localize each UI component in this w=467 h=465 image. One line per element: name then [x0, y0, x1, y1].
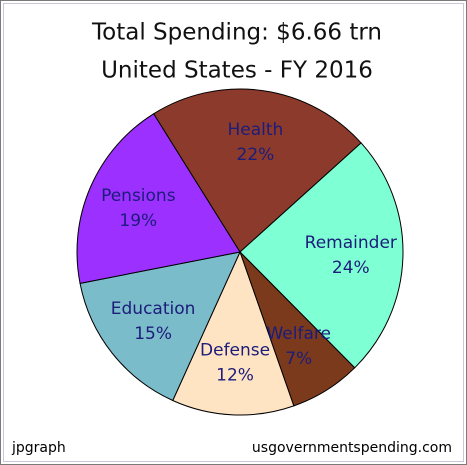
value-label: 22% [237, 145, 275, 165]
pie-slice [76, 113, 241, 284]
slice-label: Welfare [266, 324, 330, 344]
pie-slice [239, 142, 404, 369]
footer-left: jpgraph [11, 440, 66, 456]
value-label: 19% [119, 211, 157, 231]
value-label: 24% [332, 258, 370, 278]
slice-label: Education [111, 299, 196, 319]
pie-slice [152, 88, 362, 253]
slice-label: Pensions [101, 186, 176, 206]
chart-subtitle: United States - FY 2016 [101, 58, 373, 84]
pie: Health 22% Remainder 24% Welfare 7% Defense 12%… [76, 88, 404, 416]
slice-label: Remainder [305, 233, 397, 253]
slice-label: Health [228, 120, 284, 140]
value-label: 12% [216, 366, 254, 386]
pie-slice [79, 251, 241, 402]
slice-label: Defense [200, 341, 270, 361]
footer-right: usgovernmentspending.com [252, 440, 452, 456]
pie-slice [172, 250, 295, 416]
chart-title: Total Spending: $6.66 trn [91, 20, 382, 46]
value-label: 15% [134, 324, 172, 344]
value-label: 7% [285, 349, 312, 369]
